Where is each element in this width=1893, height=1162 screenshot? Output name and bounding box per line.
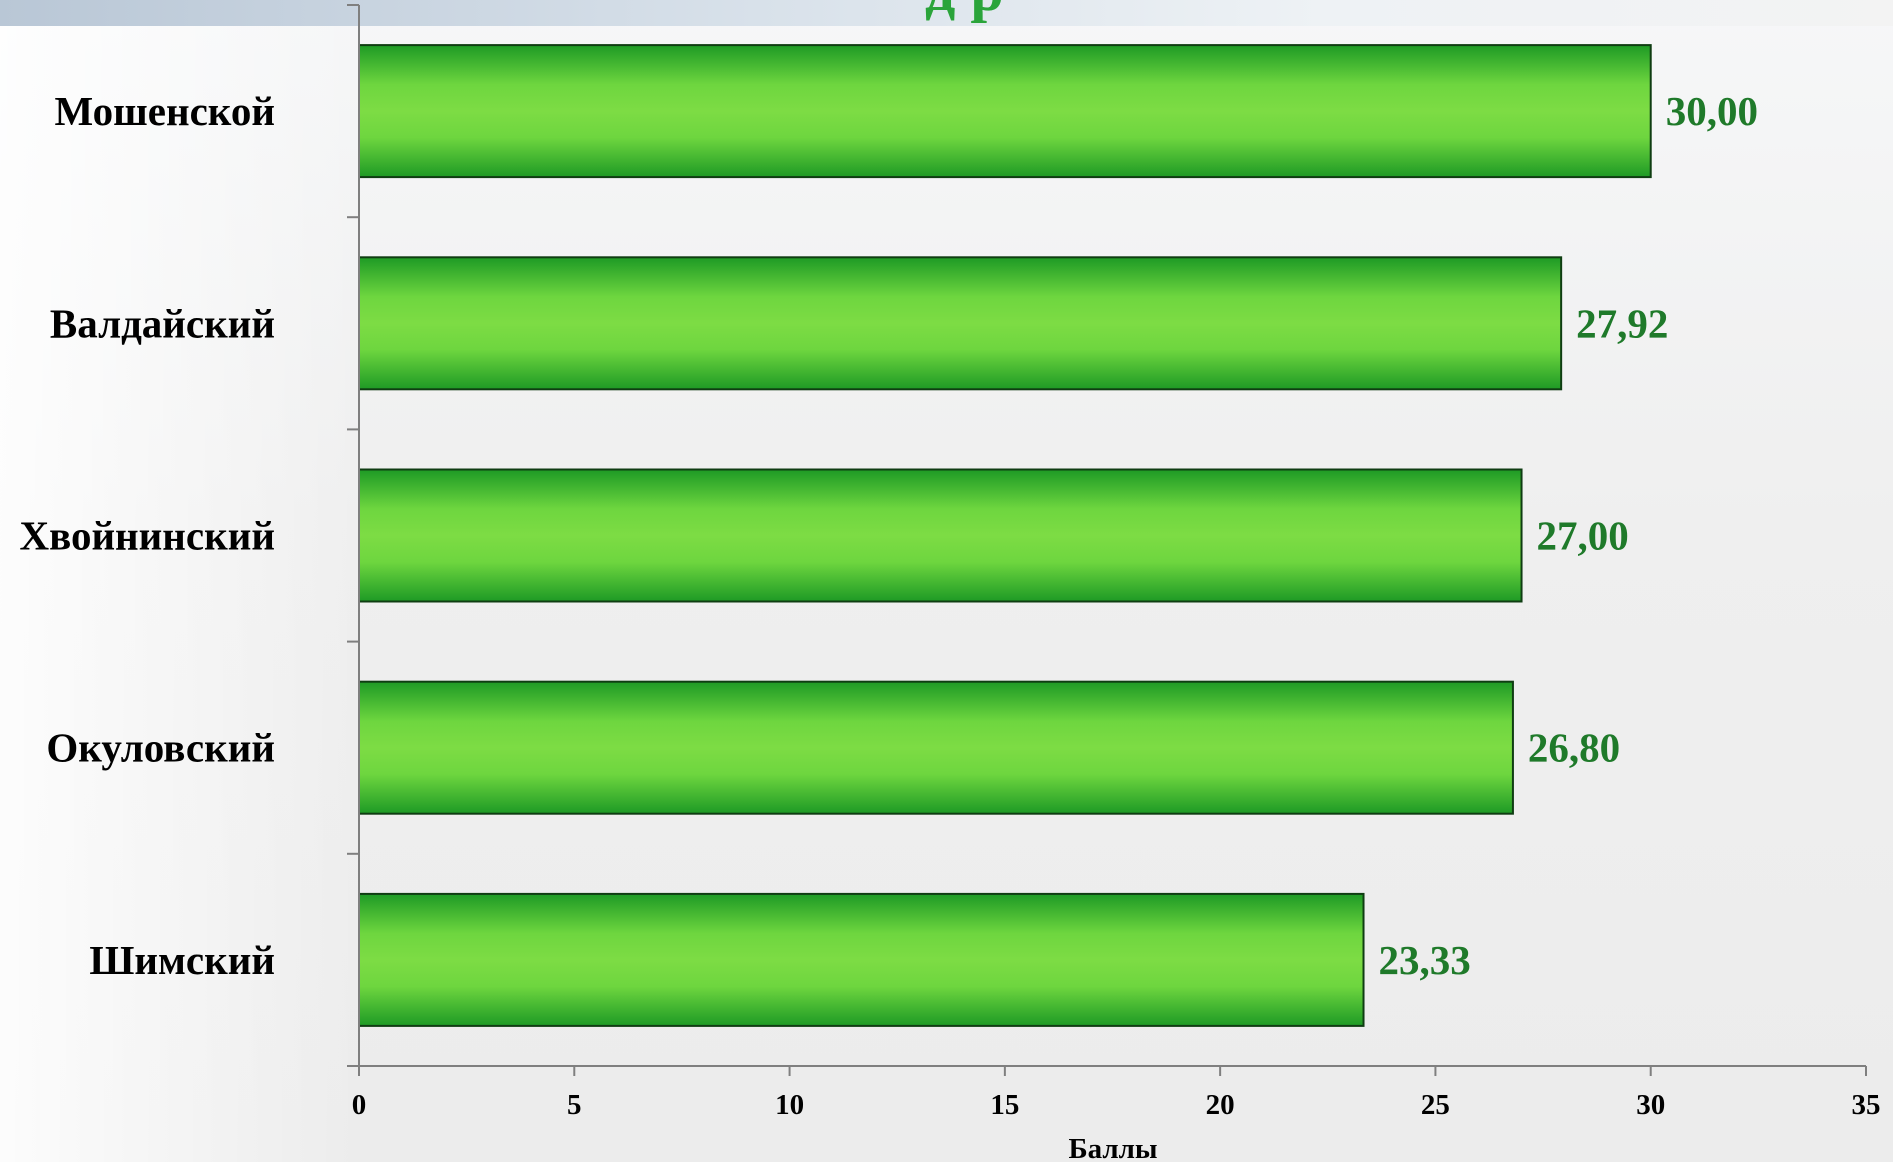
- background-glow: [0, 26, 360, 1162]
- x-tick-label-30: 30: [1636, 1089, 1665, 1121]
- value-labels: 30,00 27,92 27,00 26,80 23,33: [1379, 88, 1758, 983]
- x-tick-label-5: 5: [567, 1089, 582, 1121]
- x-axis-title: Баллы: [1068, 1133, 1157, 1162]
- category-label-2: Валдайский: [50, 300, 275, 346]
- value-label-2: 27,92: [1576, 300, 1668, 346]
- category-label-5: Шимский: [89, 937, 275, 983]
- bar-1: [358, 44, 1652, 179]
- category-label-3: Хвойнинский: [19, 513, 275, 559]
- category-labels: Мошенской Валдайский Хвойнинский Окуловский…: [19, 88, 275, 983]
- x-tick-label-15: 15: [990, 1089, 1019, 1121]
- category-label-1: Мошенской: [55, 88, 276, 134]
- title-fragment: д р: [925, 0, 1004, 23]
- bar-2: [358, 256, 1563, 391]
- x-tick-label-25: 25: [1421, 1089, 1450, 1121]
- x-tick-label-10: 10: [775, 1089, 804, 1121]
- bar-5: [358, 892, 1365, 1027]
- value-label-3: 27,00: [1537, 513, 1629, 559]
- axes-group: [358, 5, 1866, 1067]
- x-axis-ticks: 0 5 10 15 20 25 30 35: [352, 1066, 1881, 1121]
- x-tick-label-0: 0: [352, 1089, 367, 1121]
- x-tick-label-20: 20: [1206, 1089, 1235, 1121]
- bars-group: [358, 44, 1652, 1027]
- bar-4: [358, 680, 1514, 815]
- header-band: [0, 0, 1893, 26]
- y-axis-ticks: [347, 4, 359, 1067]
- value-label-1: 30,00: [1666, 88, 1758, 134]
- bar-3: [358, 468, 1523, 603]
- value-label-4: 26,80: [1528, 725, 1620, 771]
- value-label-5: 23,33: [1379, 937, 1471, 983]
- x-tick-label-35: 35: [1852, 1089, 1881, 1121]
- category-label-4: Окуловский: [46, 725, 275, 771]
